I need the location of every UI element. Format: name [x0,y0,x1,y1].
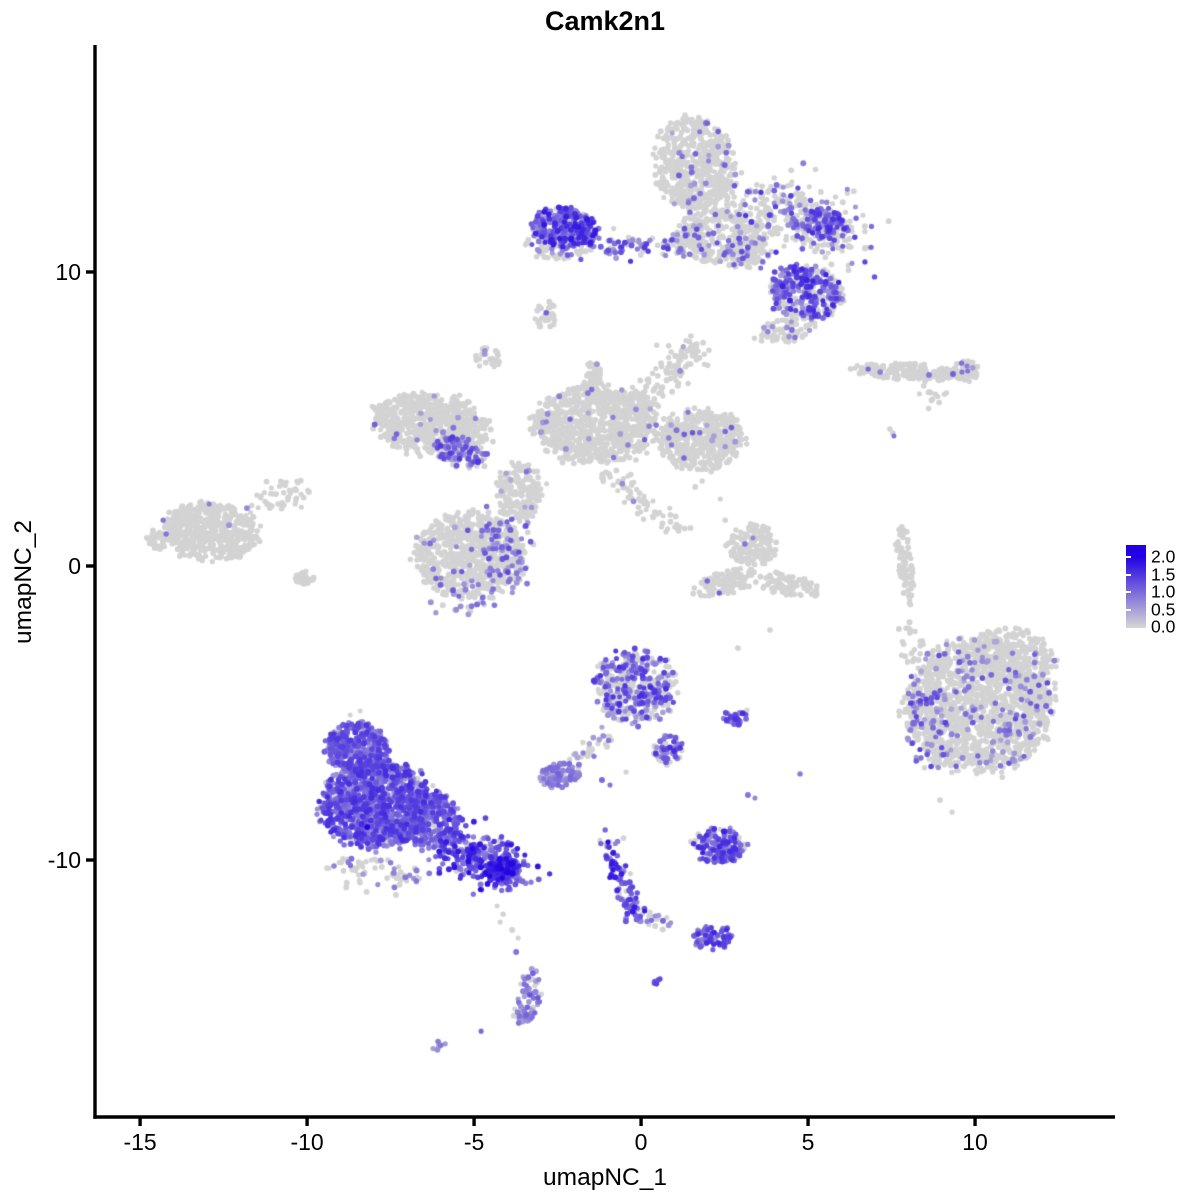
legend-tick-dash [1126,608,1131,611]
legend-tick-label: 1.0 [1151,581,1176,602]
legend-tick-dash [1126,573,1131,576]
y-axis-title: umapNC_2 [10,520,37,644]
expression-legend: 2.0 1.5 1.0 0.5 0.0 [1126,545,1200,637]
x-axis-title: umapNC_1 [543,1164,667,1191]
plot-title: Camk2n1 [544,6,666,36]
legend-colorbar [1126,545,1146,628]
legend-tick-dash [1126,556,1131,558]
legend-tick-label: 0.0 [1151,616,1176,637]
legend-tick-label: 0.5 [1151,598,1176,619]
legend-tick-dash [1126,591,1131,593]
legend-tick-label: 1.5 [1151,563,1176,584]
legend-tick-label: 2.0 [1151,546,1176,567]
